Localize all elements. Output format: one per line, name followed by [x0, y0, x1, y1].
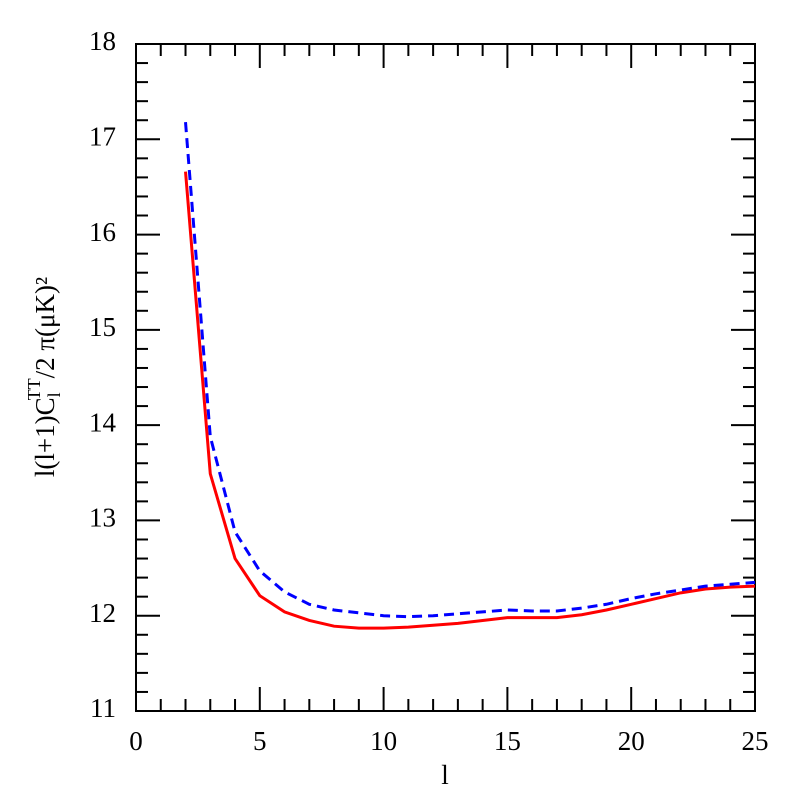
y-tick-label: 15: [89, 312, 116, 342]
x-tick-label: 10: [370, 726, 397, 756]
y-label-sup: TT: [24, 378, 44, 400]
x-tick-label: 5: [253, 726, 267, 756]
x-axis-label: l: [441, 760, 449, 790]
y-axis-label: l(l+1)ClTT/2 π(μK)²: [24, 277, 64, 477]
x-tick-label: 20: [618, 726, 645, 756]
x-tick-label: 15: [494, 726, 521, 756]
x-tick-label: 0: [129, 726, 143, 756]
y-tick-label: 12: [89, 598, 116, 628]
series-line: [184, 171, 756, 630]
y-tick-label: 11: [90, 693, 116, 723]
x-tick-label: 25: [742, 726, 769, 756]
y-label-main: l(l+1)C: [30, 397, 60, 477]
y-tick-label: 16: [89, 217, 116, 247]
y-tick-label: 14: [89, 407, 117, 437]
y-label-rest: /2 π(μK)²: [30, 277, 60, 378]
y-tick-label: 13: [89, 503, 116, 533]
y-tick-label: 17: [89, 121, 116, 151]
y-label-sub: l: [44, 392, 64, 397]
series-line: [184, 122, 756, 619]
y-tick-label: 18: [89, 26, 116, 56]
plot-frame: [135, 43, 756, 712]
